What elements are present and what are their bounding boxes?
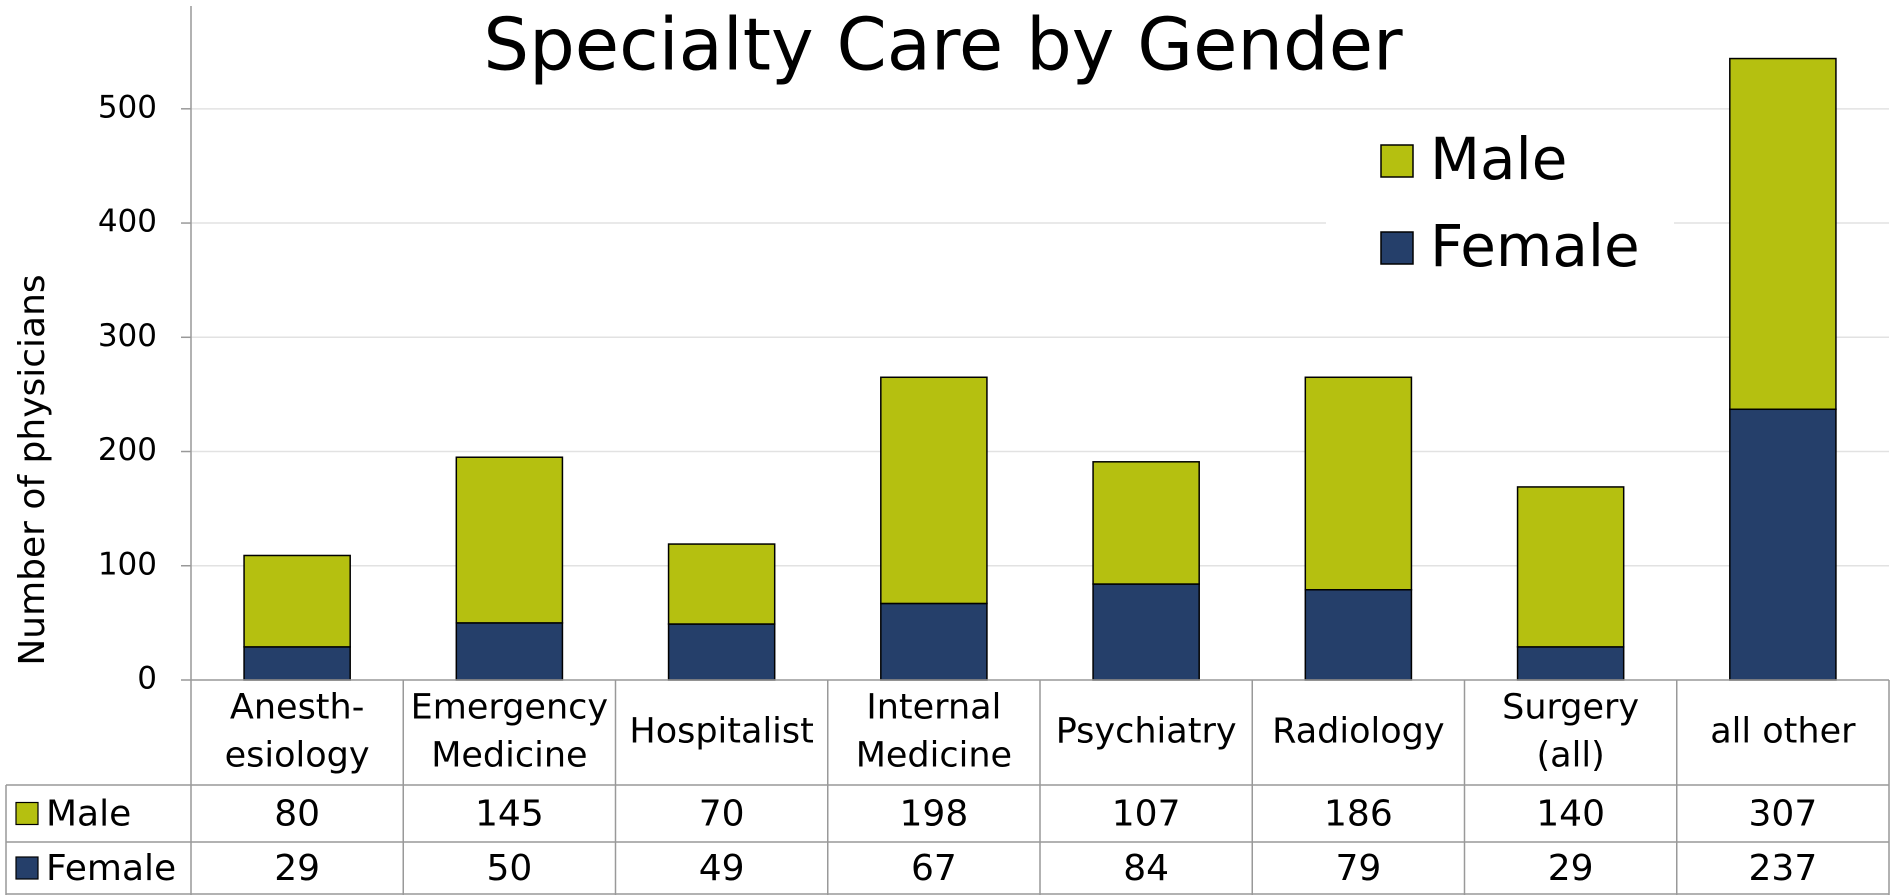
x-tick-label: Psychiatry [1056, 712, 1237, 752]
bar-segment [1304, 589, 1413, 681]
table-value: 70 [699, 794, 745, 835]
x-tick-label: Emergency Medicine [411, 688, 608, 776]
table-value: 29 [1548, 848, 1594, 889]
chart-title: Specialty Care by Gender [483, 3, 1403, 87]
table-value: 50 [486, 848, 532, 889]
x-tick-label: Hospitalist [629, 712, 814, 752]
y-tick-label: 500 [98, 89, 157, 125]
bar-segment [667, 543, 776, 625]
table-value: 237 [1749, 848, 1818, 889]
x-tick-label-line: Psychiatry [1056, 712, 1237, 752]
bar-segment [455, 622, 564, 681]
bar-segment [880, 602, 988, 681]
y-tick-label: 0 [137, 661, 157, 697]
x-tick-label-line: Anesth- [230, 688, 364, 728]
table-value: 145 [475, 794, 544, 835]
table-value: 29 [274, 848, 320, 889]
legend-label: Male [1430, 125, 1567, 193]
x-tick-label-line: Hospitalist [629, 712, 814, 752]
x-tick-label-line: Internal [866, 688, 1001, 728]
bar-segment [1729, 57, 1837, 411]
table-value: 186 [1324, 794, 1393, 835]
table-row-label: Female [46, 848, 176, 889]
x-tick-label-line: Medicine [856, 736, 1012, 776]
table-swatch [15, 801, 39, 826]
table-value: 107 [1112, 794, 1181, 835]
table-value: 84 [1123, 848, 1169, 889]
bar-segment [880, 376, 988, 605]
x-tick-label-line: Radiology [1272, 712, 1444, 752]
x-tick-label-line: Emergency [411, 688, 608, 728]
bar-segment [1516, 486, 1625, 648]
table-value: 79 [1335, 848, 1381, 889]
table-value: 198 [900, 794, 969, 835]
x-tick-label: Surgery (all) [1502, 688, 1639, 776]
bar-segment [1729, 408, 1837, 681]
bar-segment [455, 456, 564, 624]
bar-segment [1092, 461, 1200, 585]
bar-segment [243, 554, 351, 648]
bar-segment [667, 623, 776, 681]
legend-swatch [1380, 231, 1414, 265]
table-swatch [15, 856, 39, 880]
table-value: 67 [911, 848, 957, 889]
x-tick-label-line: esiology [225, 736, 370, 776]
x-tick-label: Anesth-esiology [225, 688, 370, 776]
table-value: 49 [699, 848, 745, 889]
x-tick-label: Internal Medicine [856, 688, 1012, 776]
table-value: 140 [1536, 794, 1605, 835]
table-value: 80 [274, 794, 320, 835]
bar-segment [1092, 583, 1200, 681]
table-row-label: Male [46, 794, 131, 835]
y-tick-label: 100 [98, 546, 157, 582]
x-tick-label-line: all other [1710, 712, 1856, 752]
x-tick-label-line: Medicine [431, 736, 587, 776]
y-tick-label: 300 [98, 318, 157, 354]
legend-label: Female [1430, 212, 1640, 280]
legend-swatch [1380, 144, 1414, 178]
bar-segment [243, 646, 351, 681]
bar-segment [1304, 376, 1413, 591]
y-tick-label: 400 [98, 204, 157, 240]
y-axis-label: Number of physicians [12, 274, 53, 665]
x-tick-label: all other [1710, 712, 1856, 752]
table-value: 307 [1749, 794, 1818, 835]
x-tick-label-line: Surgery [1502, 688, 1639, 728]
x-tick-label-line: (all) [1537, 736, 1605, 776]
x-tick-label: Radiology [1272, 712, 1444, 752]
bar-segment [1516, 646, 1625, 681]
y-tick-label: 200 [98, 432, 157, 468]
